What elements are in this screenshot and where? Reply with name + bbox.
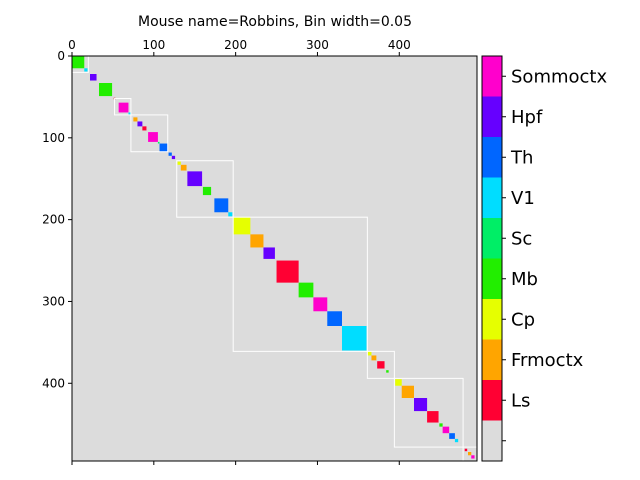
y-axis: 0 100 200 300 400	[42, 49, 72, 390]
cluster-outline	[393, 377, 464, 448]
heatmap-block-frmoctx	[133, 117, 138, 122]
y-tick-label: 300	[42, 294, 65, 308]
heatmap-block-v1	[454, 438, 459, 443]
colorbar: Ls Frmoctx Cp Mb Sc V1 Th Hpf Sommoctx	[481, 55, 607, 462]
heatmap-block-hpf	[414, 398, 428, 412]
colorbar-swatch-none	[482, 420, 502, 461]
cluster-outline	[130, 114, 169, 153]
cluster-outline	[232, 216, 368, 352]
heatmap-block-th	[327, 311, 342, 326]
colorbar-swatch-hpf	[482, 96, 502, 137]
colorbar-swatch-sommoctx	[482, 56, 502, 97]
x-tick-label: 400	[388, 38, 411, 52]
colorbar-swatch-mb	[482, 258, 502, 299]
heatmap-block-th	[214, 198, 229, 213]
heatmap-block-ls	[377, 361, 385, 369]
colorbar-frame	[481, 55, 503, 462]
heatmap-block-th	[168, 152, 172, 156]
heatmap-block-sommoctx	[471, 455, 475, 459]
y-tick-label: 200	[42, 213, 65, 227]
heatmap-block-mb	[298, 282, 314, 298]
colorbar-label: Frmoctx	[511, 350, 584, 371]
cluster-outline	[176, 160, 234, 218]
heatmap-block-frmoctx	[250, 234, 264, 248]
colorbar-label: Sommoctx	[511, 66, 607, 87]
colorbar-label: Sc	[511, 228, 532, 249]
heatmap-block-hpf	[263, 247, 275, 259]
x-tick-label: 0	[68, 38, 76, 52]
heatmap-block-mb	[386, 370, 389, 373]
heatmap-block-v1	[84, 68, 88, 72]
x-tick-label: 200	[224, 38, 247, 52]
heatmap-block-v1	[228, 212, 233, 217]
heatmap-block-cp	[177, 161, 181, 165]
y-tick-label: 100	[42, 131, 65, 145]
plot-frame	[71, 55, 478, 462]
heatmap-block-frmoctx	[371, 355, 377, 361]
heatmap-block-ls	[142, 126, 147, 131]
heatmap-block-sommoctx	[148, 132, 158, 142]
x-tick-label: 100	[142, 38, 165, 52]
colorbar-label: V1	[511, 188, 535, 209]
heatmap-block-sommoctx	[313, 297, 328, 312]
heatmap-block-th	[159, 143, 168, 152]
heatmap-block-sommoctx	[442, 426, 450, 434]
heatmap-block-sommoctx	[118, 102, 129, 113]
x-axis: 0 100 200 300 400	[68, 38, 411, 465]
heatmap-block-hpf	[171, 155, 176, 160]
chart-title: Mouse name=Robbins, Bin width=0.05	[138, 14, 412, 30]
heatmap-block-v1	[128, 112, 131, 115]
heatmap-block-frmoctx	[401, 385, 414, 398]
colorbar-label: Ls	[511, 390, 530, 411]
heatmap-block-ls	[427, 411, 439, 423]
heatmap-block-cp	[367, 351, 372, 356]
heatmap-block-ls	[276, 260, 299, 283]
heatmap-block-sc	[157, 141, 160, 144]
colorbar-swatch-ls	[482, 380, 502, 421]
heatmap-block-mb	[439, 423, 443, 427]
heatmap-block-mb	[99, 83, 113, 97]
heatmap-block-v1	[342, 326, 367, 351]
heatmap-block-cp	[395, 379, 402, 386]
heatmap-block-mb	[72, 56, 85, 69]
cluster-outline	[366, 350, 395, 379]
colorbar-swatch-v1	[482, 177, 502, 218]
x-tick-label: 300	[306, 38, 329, 52]
heatmap-block-cp	[233, 217, 251, 235]
heatmap-block-th	[449, 433, 455, 439]
colorbar-swatch-frmoctx	[482, 339, 502, 380]
cluster-outline	[114, 98, 132, 116]
heatmap-block-frmoctx	[180, 164, 187, 171]
colorbar-label: Th	[510, 147, 533, 168]
block-layer	[72, 56, 475, 459]
colorbar-swatch-cp	[482, 299, 502, 340]
heatmap-block-ls	[464, 448, 468, 452]
colorbar-swatch-sc	[482, 218, 502, 259]
y-tick-label: 400	[42, 376, 65, 390]
colorbar-label: Mb	[511, 269, 538, 290]
colorbar-swatch-th	[482, 137, 502, 178]
heatmap-block-mb	[202, 186, 212, 196]
colorbar-label: Cp	[511, 309, 535, 330]
heatmap-block-frmoctx	[468, 452, 472, 456]
heatmap-block-hpf	[137, 121, 143, 127]
heatmap-block-hpf	[187, 171, 203, 187]
y-tick-label: 0	[57, 49, 65, 63]
heatmap-block-hpf	[90, 74, 97, 81]
colorbar-label: Hpf	[511, 107, 543, 128]
